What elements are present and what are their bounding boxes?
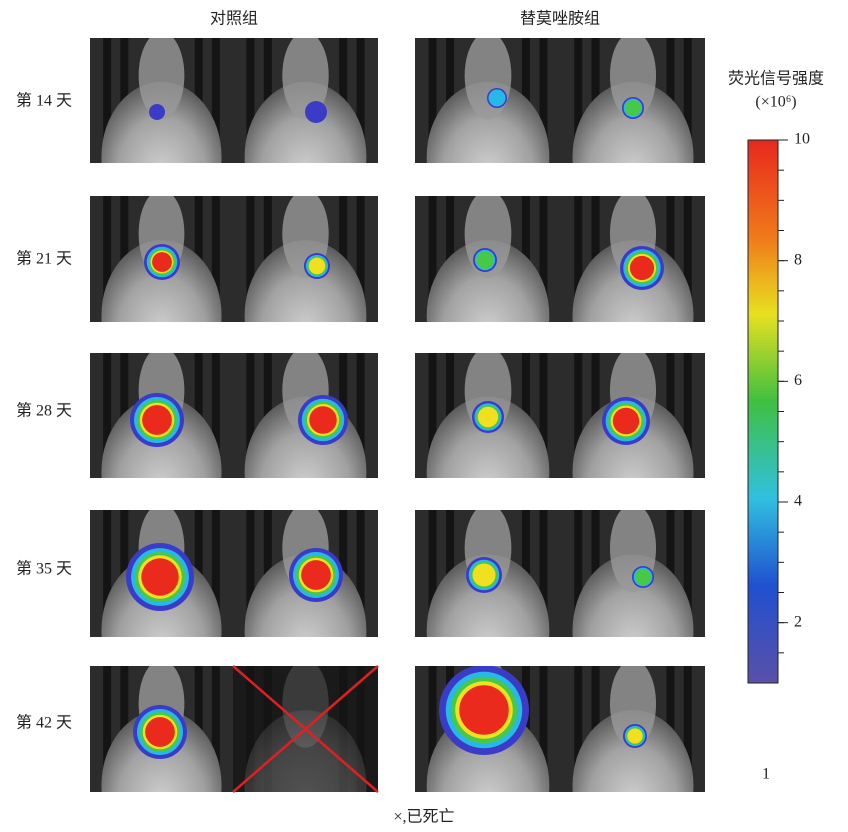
- colorbar-min-label: 1: [762, 766, 770, 783]
- signal: [141, 558, 178, 595]
- mouse-image: [415, 660, 561, 832]
- signal: [305, 101, 327, 123]
- footnote: ×,已死亡: [393, 808, 454, 826]
- signal: [478, 407, 498, 427]
- signal: [142, 405, 172, 435]
- signal: [489, 90, 506, 107]
- row-label: 第 14 天: [16, 92, 72, 110]
- row-label: 第 28 天: [16, 402, 72, 420]
- tick-label: 6: [794, 372, 802, 389]
- column-header: 替莫唑胺组: [520, 10, 600, 28]
- signal: [613, 408, 639, 434]
- colorbar: [748, 140, 778, 683]
- mouse-image: [561, 660, 705, 832]
- row-label: 第 21 天: [16, 250, 72, 268]
- tick-label: 2: [794, 613, 802, 630]
- signal: [309, 406, 337, 434]
- colorbar-unit: (×10⁶): [755, 94, 796, 111]
- signal: [145, 717, 175, 747]
- signal: [635, 569, 651, 585]
- signal: [309, 258, 326, 275]
- tick-label: 4: [794, 493, 802, 510]
- signal: [152, 252, 172, 272]
- tick-label: 10: [794, 131, 810, 148]
- colorbar-ticks: 10 8 6 4 2: [778, 131, 810, 653]
- signal: [301, 560, 331, 590]
- tick-label: 8: [794, 251, 802, 268]
- signal: [627, 728, 642, 743]
- signal: [625, 100, 641, 116]
- signal: [630, 256, 654, 280]
- mouse-image: [90, 660, 233, 832]
- figure: 对照组 替莫唑胺组 第 14 天 第 21 天 第 28 天 第 35 天 第 …: [0, 0, 848, 832]
- signal: [476, 251, 494, 269]
- row-label: 第 35 天: [16, 560, 72, 578]
- image-grid: [90, 32, 705, 832]
- colorbar-title: 荧光信号强度: [728, 70, 824, 88]
- column-header: 对照组: [210, 10, 258, 28]
- mouse-head: [465, 32, 512, 120]
- mouse-head: [282, 660, 328, 748]
- signal: [472, 563, 495, 586]
- row-label: 第 42 天: [16, 714, 72, 732]
- signal: [459, 685, 509, 735]
- signal: [149, 104, 165, 120]
